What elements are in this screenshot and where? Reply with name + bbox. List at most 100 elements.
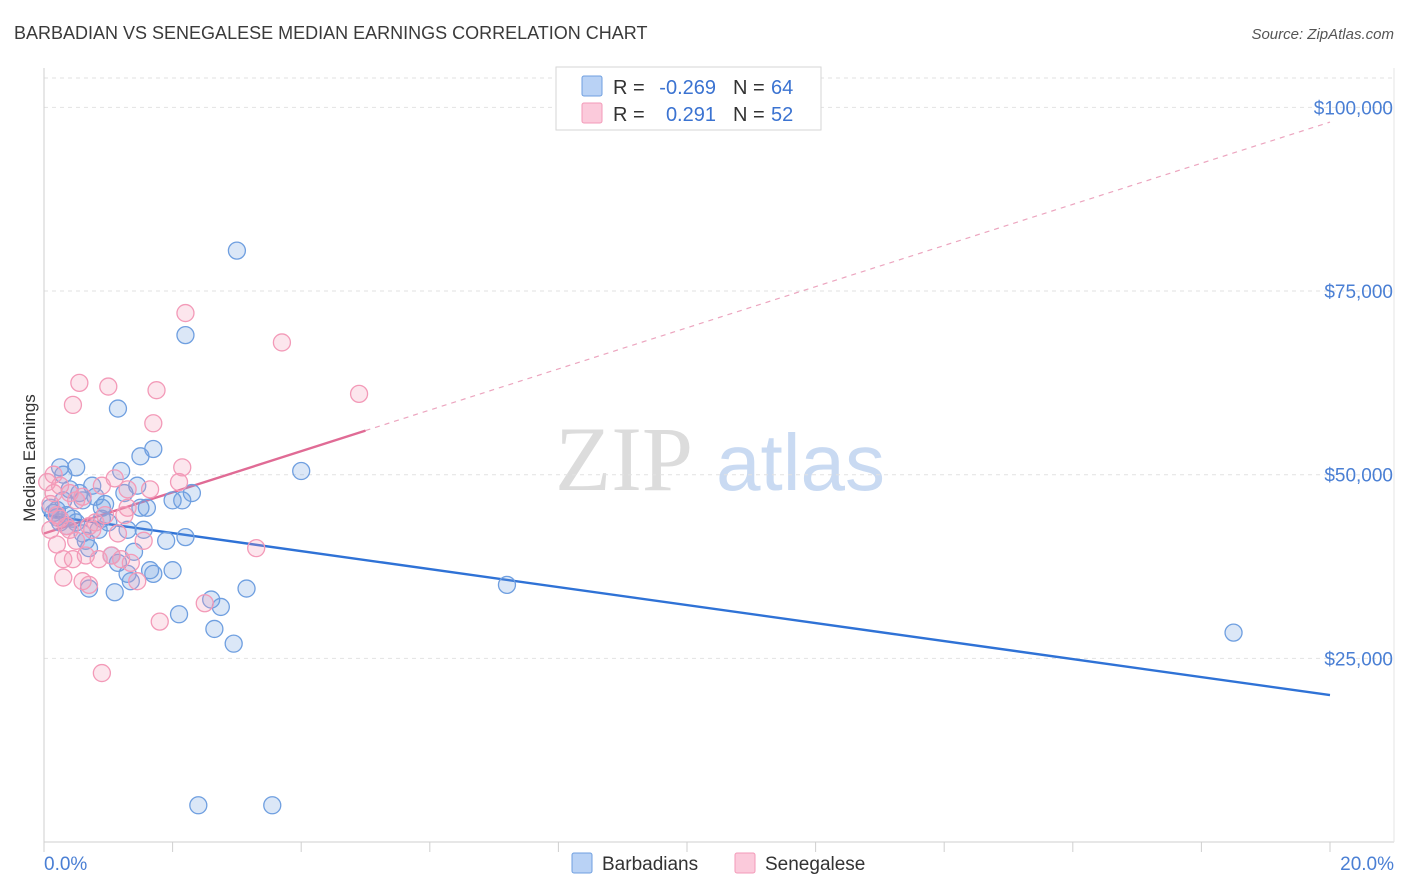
data-point-barbadians [173, 491, 192, 510]
data-point-barbadians [163, 561, 182, 580]
axis-layer: $25,000 $50,000 $75,000 $100,000 [43, 68, 1395, 852]
legend-swatch-barbadians [581, 75, 603, 97]
trend-line-barbadians [43, 513, 1331, 697]
chart-title: BARBADIAN VS SENEGALESE MEDIAN EARNINGS … [14, 23, 647, 43]
data-point-barbadians [292, 461, 311, 481]
data-point-senegalese [150, 612, 169, 631]
y-tick-label: $100,000 [1314, 98, 1393, 119]
grid-layer [44, 77, 1394, 659]
bottom-legend-label-senegalese: Senegalese [765, 854, 865, 875]
data-point-senegalese [41, 494, 60, 514]
data-point-senegalese [73, 487, 92, 506]
watermark-atlas: atlas [716, 418, 885, 507]
data-point-senegalese [121, 553, 140, 572]
data-point-senegalese [195, 594, 214, 613]
legend-n-value-senegalese: 52 [771, 104, 793, 126]
legend-n-label-barbadians: N = [733, 77, 765, 99]
data-point-barbadians [497, 575, 517, 595]
data-point-senegalese [247, 539, 266, 558]
legend-r-label-senegalese: R = [613, 104, 645, 126]
data-point-senegalese [44, 483, 63, 503]
data-point-senegalese [108, 524, 128, 543]
bottom-legend-swatch-senegalese [734, 852, 756, 874]
data-point-barbadians [105, 583, 124, 602]
y-tick-label: $75,000 [1324, 282, 1393, 303]
legend-r-value-senegalese: 0.291 [666, 104, 716, 126]
bottom-legend-swatch-barbadians [571, 852, 593, 874]
data-point-barbadians [157, 531, 176, 550]
data-point-barbadians [227, 241, 247, 260]
data-point-senegalese [47, 535, 67, 554]
data-point-barbadians [224, 634, 243, 653]
data-point-barbadians [189, 796, 208, 815]
data-point-barbadians [144, 439, 163, 459]
data-point-senegalese [176, 303, 195, 323]
data-point-barbadians [182, 483, 202, 503]
data-point-barbadians [108, 399, 128, 418]
data-point-barbadians [118, 520, 137, 539]
data-point-barbadians [131, 498, 150, 517]
data-point-senegalese [112, 550, 131, 569]
correlation-legend: R = -0.269 N = 64 R = 0.291 N = 52 [555, 66, 822, 131]
data-point-senegalese [147, 381, 166, 400]
trend-layer [43, 121, 1331, 697]
y-tick-label: $50,000 [1324, 466, 1393, 487]
data-point-senegalese [102, 546, 121, 565]
data-point-senegalese [67, 531, 86, 550]
data-point-senegalese [92, 663, 112, 683]
trend-line-extension-senegalese [365, 121, 1331, 432]
points-layer [38, 241, 1243, 815]
data-point-senegalese [349, 384, 369, 404]
data-point-barbadians [176, 325, 195, 345]
data-point-barbadians [137, 498, 157, 517]
data-point-barbadians [237, 579, 256, 598]
legend-r-label-barbadians: R = [613, 77, 645, 99]
data-point-barbadians [163, 491, 182, 510]
data-point-senegalese [92, 476, 112, 495]
x-tick-label-right: 20.0% [1340, 854, 1394, 875]
y-axis-label: Median Earnings [20, 394, 39, 522]
data-point-senegalese [118, 498, 137, 517]
x-tick-label-left: 0.0% [44, 854, 87, 875]
watermark-zip: ZIP [555, 408, 693, 510]
data-point-barbadians [144, 564, 163, 584]
data-point-barbadians [121, 572, 140, 591]
series-legend: Barbadians Senegalese [571, 852, 865, 875]
legend-r-value-barbadians: -0.269 [659, 77, 716, 99]
data-point-senegalese [50, 476, 70, 495]
data-point-senegalese [134, 531, 153, 550]
data-point-barbadians [211, 597, 230, 617]
data-point-senegalese [54, 568, 73, 587]
y-tick-label: $25,000 [1324, 649, 1393, 670]
data-point-barbadians [263, 796, 282, 815]
data-point-barbadians [169, 605, 189, 624]
data-point-senegalese [60, 520, 79, 539]
data-point-senegalese [70, 373, 89, 393]
data-point-barbadians [86, 487, 105, 506]
data-point-senegalese [95, 505, 115, 525]
legend-n-value-barbadians: 64 [771, 77, 793, 99]
data-point-senegalese [99, 377, 118, 396]
data-point-senegalese [79, 575, 99, 595]
trend-line-senegalese [43, 429, 366, 535]
data-point-senegalese [79, 516, 99, 536]
data-point-senegalese [140, 480, 160, 499]
data-point-senegalese [173, 458, 192, 477]
data-point-barbadians [176, 527, 195, 547]
data-point-senegalese [118, 480, 137, 499]
legend-n-label-senegalese: N = [733, 104, 765, 126]
data-point-senegalese [144, 414, 163, 433]
data-point-barbadians [205, 619, 224, 639]
bottom-legend-label-barbadians: Barbadians [602, 854, 698, 875]
data-point-senegalese [128, 572, 147, 591]
data-point-senegalese [63, 395, 83, 415]
legend-swatch-senegalese [581, 102, 603, 124]
chart-source: Source: ZipAtlas.com [1251, 26, 1394, 43]
data-point-barbadians [112, 461, 131, 481]
data-point-senegalese [44, 465, 63, 484]
data-point-barbadians [1224, 623, 1243, 642]
data-point-senegalese [272, 333, 292, 352]
data-point-barbadians [67, 458, 86, 477]
data-point-senegalese [169, 472, 189, 492]
